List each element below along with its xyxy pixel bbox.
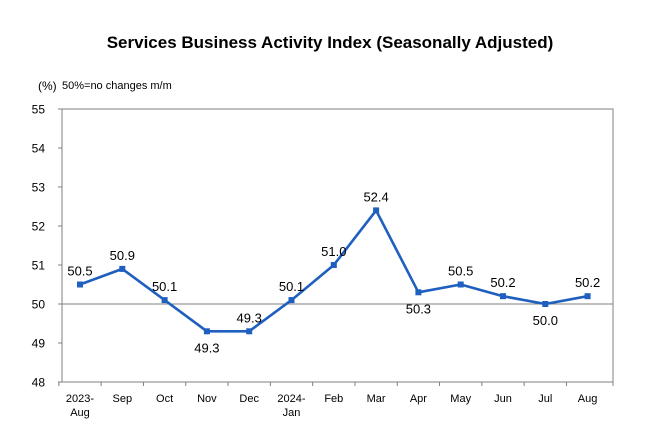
data-label: 50.2 bbox=[490, 275, 515, 290]
data-point bbox=[542, 301, 549, 307]
x-tick-label: Jul bbox=[538, 393, 552, 405]
y-tick-label: 54 bbox=[32, 142, 46, 156]
x-tick-label: Feb bbox=[324, 393, 343, 405]
data-label: 50.2 bbox=[575, 275, 600, 290]
data-point bbox=[500, 293, 506, 300]
x-tick-label: Jan bbox=[283, 407, 301, 419]
data-label: 50.5 bbox=[67, 264, 92, 279]
data-point bbox=[161, 297, 168, 304]
x-tick-label: Oct bbox=[156, 393, 173, 405]
chart-title: Services Business Activity Index (Season… bbox=[106, 33, 554, 52]
data-label: 50.0 bbox=[533, 313, 558, 328]
x-tick-label: Aug bbox=[70, 407, 90, 419]
series-line bbox=[79, 209, 588, 333]
data-point bbox=[415, 289, 422, 296]
y-tick-label: 53 bbox=[32, 181, 46, 195]
data-point bbox=[330, 262, 337, 268]
data-label: 50.1 bbox=[152, 279, 177, 294]
data-point bbox=[373, 207, 380, 214]
y-tick-label: 51 bbox=[32, 259, 46, 273]
x-tick-label: Mar bbox=[367, 393, 386, 405]
data-point bbox=[288, 297, 295, 304]
y-tick-label: 49 bbox=[32, 337, 46, 351]
x-tick-label: Dec bbox=[239, 393, 259, 405]
data-label: 50.9 bbox=[110, 248, 135, 263]
data-label: 52.4 bbox=[363, 189, 388, 204]
x-tick-label: Jun bbox=[494, 393, 512, 405]
y-tick-label: 55 bbox=[32, 103, 46, 117]
data-point bbox=[457, 281, 464, 288]
x-tick-label: Nov bbox=[197, 393, 217, 405]
x-tick-label: May bbox=[450, 393, 471, 405]
data-point bbox=[77, 281, 83, 288]
data-label: 49.3 bbox=[237, 310, 262, 325]
plot-frame bbox=[61, 108, 614, 383]
x-tick-label: Sep bbox=[113, 393, 133, 405]
data-point bbox=[584, 293, 591, 300]
x-tick-label: 2024- bbox=[277, 393, 305, 405]
data-point bbox=[119, 265, 126, 272]
data-label: 51.0 bbox=[321, 244, 346, 259]
data-label: 49.3 bbox=[194, 340, 219, 355]
data-label: 50.1 bbox=[279, 279, 304, 294]
x-tick-label: 2023- bbox=[66, 393, 94, 405]
x-tick-label: Aug bbox=[578, 393, 598, 405]
data-label: 50.3 bbox=[406, 301, 431, 316]
y-tick-label: 52 bbox=[32, 220, 46, 234]
y-tick-label: 50 bbox=[32, 298, 46, 312]
data-label: 50.5 bbox=[448, 264, 473, 279]
data-point bbox=[246, 328, 253, 335]
y-tick-label: 48 bbox=[32, 376, 46, 390]
y-axis-unit: (%) bbox=[38, 79, 57, 93]
x-tick-label: Apr bbox=[410, 393, 427, 405]
data-point bbox=[203, 328, 210, 335]
chart-annotation: 50%=no changes m/m bbox=[62, 80, 172, 92]
